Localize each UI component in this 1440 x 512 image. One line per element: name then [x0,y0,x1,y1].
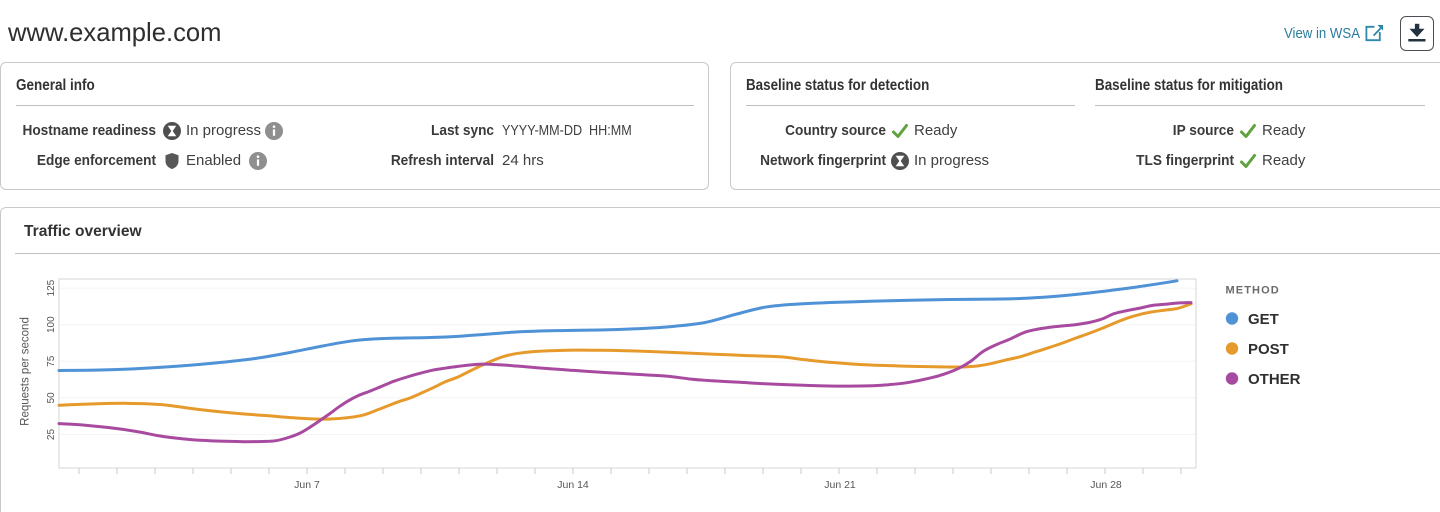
svg-text:25: 25 [46,429,57,441]
svg-text:Requests per second: Requests per second [20,317,32,426]
svg-text:Jun 7: Jun 7 [294,479,320,491]
svg-text:75: 75 [46,355,57,367]
svg-text:100: 100 [46,316,57,333]
svg-text:50: 50 [46,392,57,404]
svg-text:Jun 28: Jun 28 [1090,479,1122,491]
svg-text:METHOD: METHOD [1226,285,1280,297]
svg-text:125: 125 [46,279,57,296]
svg-text:Jun 14: Jun 14 [557,479,589,491]
svg-text:Jun 21: Jun 21 [824,479,856,491]
svg-text:POST: POST [1248,341,1289,358]
svg-text:OTHER: OTHER [1248,371,1301,388]
svg-text:GET: GET [1248,311,1279,328]
